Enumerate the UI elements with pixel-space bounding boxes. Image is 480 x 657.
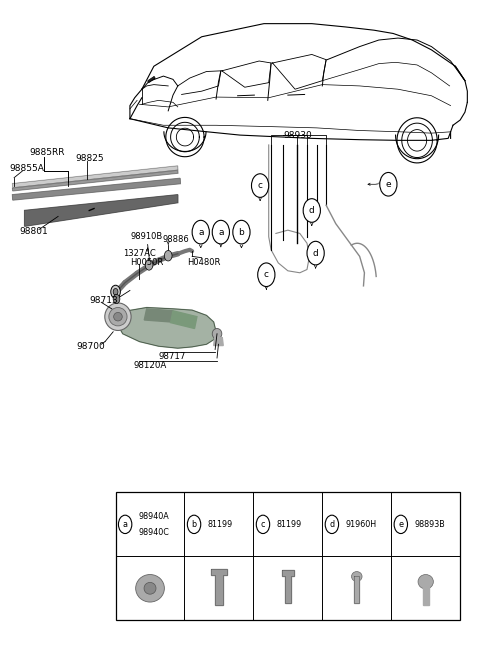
- Text: c: c: [258, 181, 263, 190]
- Text: 98893B: 98893B: [414, 520, 445, 529]
- Text: 81199: 81199: [207, 520, 233, 529]
- Circle shape: [111, 285, 120, 298]
- Text: c: c: [261, 520, 265, 529]
- Ellipse shape: [109, 307, 127, 326]
- Text: 98940C: 98940C: [139, 528, 169, 537]
- Text: 98940A: 98940A: [139, 512, 169, 521]
- FancyBboxPatch shape: [116, 492, 460, 620]
- Circle shape: [307, 241, 324, 265]
- Text: a: a: [198, 227, 204, 237]
- Text: H0480R: H0480R: [187, 258, 221, 267]
- Circle shape: [303, 198, 321, 222]
- Circle shape: [145, 260, 153, 270]
- Circle shape: [113, 294, 120, 304]
- Polygon shape: [113, 307, 216, 348]
- Circle shape: [325, 515, 338, 533]
- Polygon shape: [282, 570, 294, 602]
- Ellipse shape: [144, 582, 156, 594]
- Text: 98801: 98801: [20, 227, 48, 236]
- Circle shape: [394, 515, 408, 533]
- Text: 98717: 98717: [158, 351, 186, 361]
- Text: b: b: [239, 227, 244, 237]
- Text: d: d: [329, 520, 335, 529]
- Text: H0050R: H0050R: [130, 258, 163, 267]
- Text: e: e: [398, 520, 403, 529]
- Circle shape: [233, 220, 250, 244]
- Polygon shape: [144, 309, 173, 322]
- Ellipse shape: [212, 328, 222, 339]
- Text: a: a: [218, 227, 224, 237]
- Circle shape: [258, 263, 275, 286]
- Circle shape: [252, 173, 269, 197]
- Text: 98120A: 98120A: [134, 361, 167, 370]
- Text: 98713: 98713: [89, 296, 118, 305]
- Ellipse shape: [418, 574, 433, 589]
- Text: 98910B: 98910B: [131, 232, 163, 241]
- Text: c: c: [264, 270, 269, 279]
- Circle shape: [119, 515, 132, 533]
- Ellipse shape: [105, 303, 131, 330]
- Polygon shape: [12, 171, 178, 191]
- Polygon shape: [211, 568, 227, 604]
- Text: a: a: [122, 520, 128, 529]
- Ellipse shape: [351, 572, 362, 581]
- Text: 9885RR: 9885RR: [29, 148, 65, 157]
- Text: 91960H: 91960H: [345, 520, 376, 529]
- Polygon shape: [170, 311, 197, 328]
- Polygon shape: [12, 178, 180, 200]
- Circle shape: [192, 220, 209, 244]
- Text: 98930: 98930: [283, 131, 312, 139]
- Polygon shape: [214, 338, 223, 346]
- Polygon shape: [354, 576, 359, 602]
- Text: e: e: [385, 180, 391, 189]
- Polygon shape: [423, 581, 429, 604]
- Polygon shape: [12, 166, 178, 187]
- Text: 98886: 98886: [162, 235, 189, 244]
- Text: 1327AC: 1327AC: [123, 249, 156, 258]
- Text: d: d: [309, 206, 315, 215]
- Ellipse shape: [136, 574, 164, 602]
- Text: d: d: [313, 248, 319, 258]
- Ellipse shape: [114, 313, 122, 321]
- Circle shape: [212, 220, 229, 244]
- Circle shape: [113, 288, 118, 295]
- Text: 98855A: 98855A: [9, 164, 44, 173]
- Text: b: b: [192, 520, 197, 529]
- Polygon shape: [24, 194, 178, 226]
- Circle shape: [256, 515, 270, 533]
- Circle shape: [380, 173, 397, 196]
- Text: 98700: 98700: [76, 342, 105, 351]
- Text: 98825: 98825: [75, 154, 104, 162]
- Circle shape: [164, 250, 172, 261]
- Circle shape: [187, 515, 201, 533]
- Text: 81199: 81199: [276, 520, 301, 529]
